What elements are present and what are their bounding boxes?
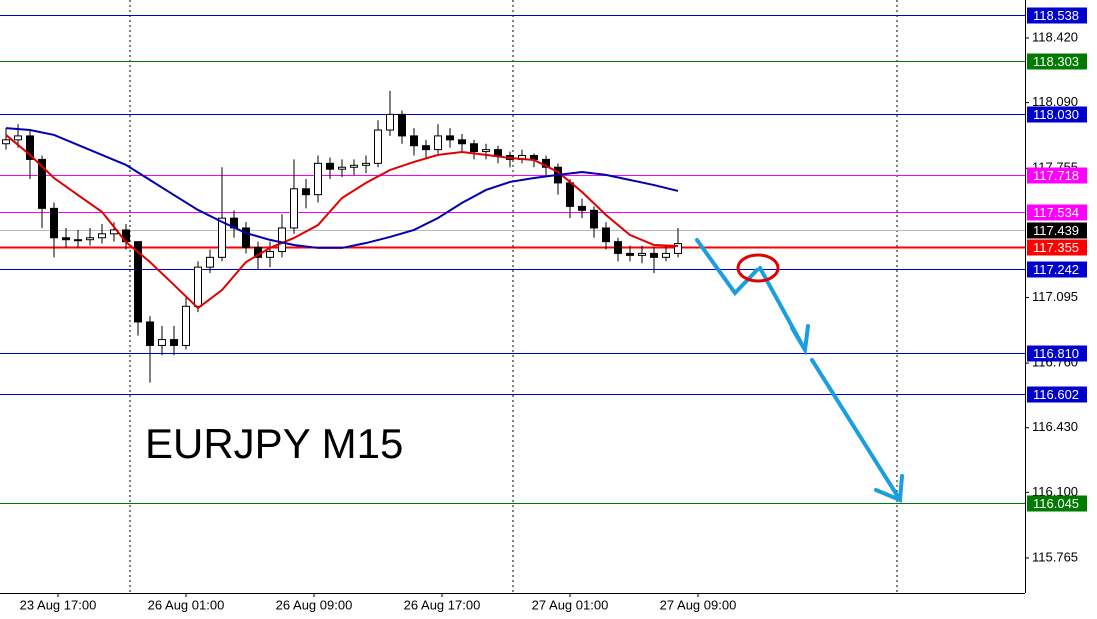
price-level-label: 117.718	[1033, 168, 1079, 183]
candle-body	[626, 252, 634, 256]
price-level-label: 117.242	[1033, 262, 1079, 277]
y-tick-label: 116.100	[1032, 484, 1078, 499]
moving-average	[5, 127, 679, 249]
candle-body	[482, 149, 490, 153]
x-tick-label: 26 Aug 01:00	[148, 597, 225, 612]
candle-body	[134, 241, 142, 323]
price-level-label: 118.303	[1033, 54, 1079, 69]
candle-body	[38, 158, 46, 209]
candle-body	[206, 256, 214, 268]
x-tick-label: 26 Aug 17:00	[404, 597, 481, 612]
candle-body	[602, 227, 610, 243]
price-level-box	[1027, 495, 1087, 512]
levels	[0, 15, 1025, 504]
candle-body	[2, 139, 10, 145]
highlight-circle	[736, 253, 780, 283]
candle-body	[326, 162, 334, 170]
candle-body	[398, 113, 406, 137]
candle-body	[74, 239, 82, 242]
candle-body	[314, 162, 322, 196]
price-level-label: 117.439	[1033, 223, 1079, 238]
axes: 118.420118.090117.755117.095116.760116.4…	[20, 7, 1087, 612]
x-tick-label: 26 Aug 09:00	[276, 597, 353, 612]
arrow	[758, 266, 810, 357]
x-tick-label: 23 Aug 17:00	[20, 597, 97, 612]
candle-body	[218, 217, 226, 258]
price-level-label: 116.810	[1033, 346, 1079, 361]
price-level-box	[1027, 386, 1087, 403]
candle-body	[62, 237, 70, 241]
candle-body	[266, 250, 274, 258]
price-level-label: 117.534	[1033, 205, 1079, 220]
arrow	[695, 238, 759, 297]
candle-body	[98, 233, 106, 239]
candle-body	[662, 252, 670, 258]
candle-body	[674, 243, 682, 254]
candle-body	[362, 162, 370, 166]
price-level-box	[1027, 261, 1087, 278]
price-level-label: 116.045	[1033, 496, 1079, 511]
y-tick-label: 116.430	[1032, 419, 1078, 434]
candle-body	[146, 321, 154, 346]
candle-body	[26, 135, 34, 160]
candle-body	[566, 182, 574, 207]
y-tick-label: 117.095	[1032, 289, 1078, 304]
candle-body	[494, 149, 502, 156]
candle-body	[614, 241, 622, 254]
candle-body	[278, 227, 286, 252]
price-level-box	[1027, 239, 1087, 256]
price-level-box	[1027, 204, 1087, 221]
candle-body	[194, 266, 202, 307]
candle-body	[386, 113, 394, 131]
price-level-box	[1027, 222, 1087, 239]
candle-body	[470, 143, 478, 153]
candle-body	[446, 135, 454, 141]
candle-body	[242, 227, 250, 249]
candle-body	[422, 145, 430, 151]
forecast-arrows	[695, 238, 904, 503]
price-level-box	[1027, 7, 1087, 24]
candle-body	[650, 252, 658, 258]
arrow	[810, 358, 904, 503]
y-tick-label: 118.090	[1032, 94, 1078, 109]
candle-body	[590, 209, 598, 229]
candle-body	[290, 188, 298, 229]
price-level-box	[1027, 53, 1087, 70]
candle-body	[338, 166, 346, 170]
price-level-label: 118.538	[1033, 8, 1079, 23]
candle-body	[458, 139, 466, 145]
price-level-box	[1027, 106, 1087, 123]
y-tick-label: 118.420	[1032, 29, 1078, 44]
y-tick-label: 115.765	[1032, 549, 1078, 564]
candle-body	[302, 188, 310, 196]
candle-body	[182, 305, 190, 346]
symbol-label: EURJPY M15	[145, 420, 403, 467]
price-level-label: 116.602	[1033, 387, 1079, 402]
candle-body	[578, 205, 586, 211]
candle-body	[434, 135, 442, 151]
x-tick-label: 27 Aug 09:00	[660, 597, 737, 612]
candle-body	[170, 339, 178, 346]
price-level-box	[1027, 345, 1087, 362]
candle-body	[374, 129, 382, 164]
price-level-label: 117.355	[1033, 240, 1079, 255]
candle-body	[410, 135, 418, 147]
x-tick-label: 27 Aug 01:00	[532, 597, 609, 612]
candle-body	[158, 339, 166, 346]
candle-body	[86, 237, 94, 241]
price-level-box	[1027, 167, 1087, 184]
moving-average	[5, 134, 679, 310]
price-level-label: 118.030	[1033, 107, 1079, 122]
candle-body	[14, 135, 22, 141]
candle-body	[638, 252, 646, 256]
candle-body	[50, 207, 58, 239]
candle-body	[350, 164, 358, 168]
plot	[2, 90, 682, 383]
